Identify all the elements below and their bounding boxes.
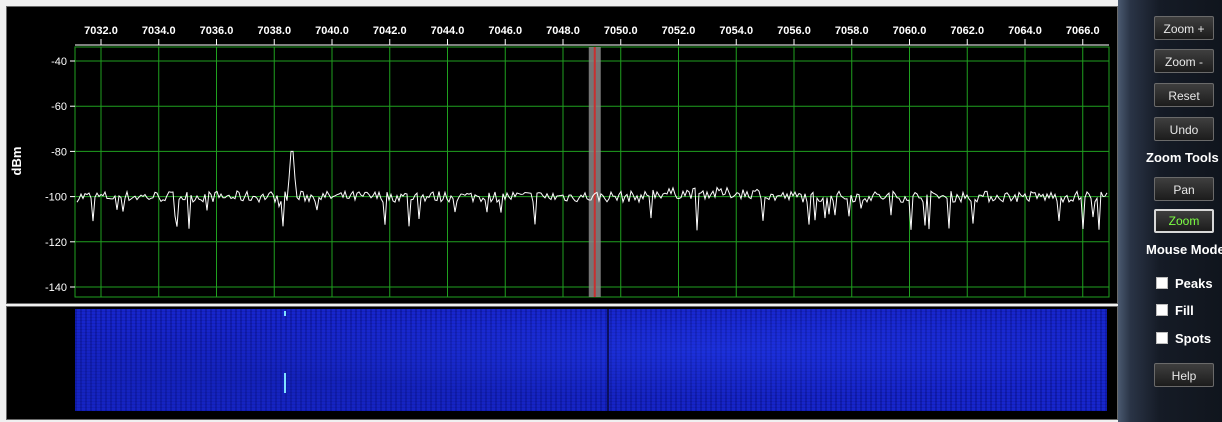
zoom-out-button[interactable]: Zoom - bbox=[1154, 49, 1214, 73]
x-tick-label: 7052.0 bbox=[662, 25, 696, 37]
peaks-option[interactable]: Peaks bbox=[1156, 275, 1213, 291]
x-tick-label: 7038.0 bbox=[257, 25, 291, 37]
y-tick-label: -60 bbox=[51, 101, 67, 113]
spectrum-trace bbox=[76, 150, 1108, 231]
x-tick-label: 7064.0 bbox=[1008, 25, 1042, 37]
reset-button[interactable]: Reset bbox=[1154, 83, 1214, 107]
x-tick-label: 7046.0 bbox=[488, 25, 522, 37]
zoom-in-button[interactable]: Zoom + bbox=[1154, 16, 1214, 40]
zoom-tools-label: Zoom Tools bbox=[1146, 150, 1219, 165]
spots-label: Spots bbox=[1175, 330, 1212, 346]
waterfall-signal-trace bbox=[284, 311, 286, 316]
spots-option[interactable]: Spots bbox=[1156, 330, 1211, 346]
waterfall-display[interactable] bbox=[75, 309, 1107, 411]
y-axis-label: dBm bbox=[9, 147, 24, 176]
x-tick-label: 7058.0 bbox=[835, 25, 869, 37]
x-tick-label: 7034.0 bbox=[142, 25, 176, 37]
x-tick-label: 7042.0 bbox=[373, 25, 407, 37]
waterfall-panel[interactable] bbox=[6, 306, 1118, 420]
x-tick-label: 7056.0 bbox=[777, 25, 811, 37]
x-tick-label: 7036.0 bbox=[200, 25, 234, 37]
fill-checkbox[interactable] bbox=[1156, 304, 1168, 316]
x-tick-label: 7054.0 bbox=[719, 25, 753, 37]
zoom-mode-button[interactable]: Zoom bbox=[1154, 209, 1214, 233]
mouse-mode-label: Mouse Mode bbox=[1146, 242, 1222, 257]
fill-label: Fill bbox=[1175, 302, 1194, 318]
fill-option[interactable]: Fill bbox=[1156, 302, 1194, 318]
y-tick-label: -40 bbox=[51, 56, 67, 68]
peaks-checkbox[interactable] bbox=[1156, 277, 1168, 289]
x-tick-label: 7040.0 bbox=[315, 25, 349, 37]
waterfall-marker-line bbox=[607, 309, 609, 411]
x-tick-label: 7062.0 bbox=[950, 25, 984, 37]
y-tick-label: -80 bbox=[51, 146, 67, 158]
x-tick-label: 7060.0 bbox=[893, 25, 927, 37]
help-button[interactable]: Help bbox=[1154, 363, 1214, 387]
undo-button[interactable]: Undo bbox=[1154, 117, 1214, 141]
y-tick-label: -140 bbox=[45, 282, 67, 294]
y-tick-label: -100 bbox=[45, 192, 67, 204]
spectrum-plot[interactable]: -40 -60 -80 -100 -120 -140 dBm 7032.0 7034.0 7036… bbox=[7, 7, 1117, 303]
x-tick-label: 7066.0 bbox=[1066, 25, 1100, 37]
x-tick-label: 7048.0 bbox=[546, 25, 580, 37]
x-tick-label: 7032.0 bbox=[84, 25, 118, 37]
y-tick-label: -120 bbox=[45, 237, 67, 249]
spots-checkbox[interactable] bbox=[1156, 332, 1168, 344]
peaks-label: Peaks bbox=[1175, 275, 1213, 291]
x-tick-label: 7044.0 bbox=[431, 25, 465, 37]
pan-button[interactable]: Pan bbox=[1154, 177, 1214, 201]
x-tick-label: 7050.0 bbox=[604, 25, 638, 37]
waterfall-signal-trace bbox=[284, 373, 286, 393]
spectrum-panel[interactable]: -40 -60 -80 -100 -120 -140 dBm 7032.0 7034.0 7036… bbox=[6, 6, 1118, 304]
